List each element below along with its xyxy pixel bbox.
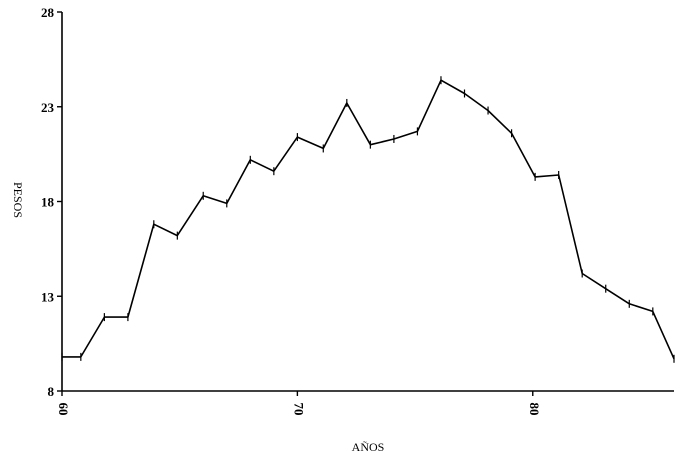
y-tick-label: 18 xyxy=(41,195,55,210)
x-axis: 60 70 80 xyxy=(56,390,674,416)
series-line xyxy=(62,79,675,360)
series-group xyxy=(61,76,675,363)
y-axis: 8 13 18 23 28 xyxy=(41,5,63,399)
y-axis-title: PESOS xyxy=(11,182,25,218)
x-tick-label: 60 xyxy=(56,403,71,416)
x-tick-label: 70 xyxy=(291,403,306,416)
x-axis-title: AÑOS xyxy=(352,440,385,454)
y-tick-label: 28 xyxy=(41,5,55,20)
y-tick-label: 8 xyxy=(48,384,55,399)
x-tick-label: 80 xyxy=(527,403,542,416)
y-tick-label: 23 xyxy=(41,100,55,115)
y-tick-label: 13 xyxy=(41,289,55,304)
